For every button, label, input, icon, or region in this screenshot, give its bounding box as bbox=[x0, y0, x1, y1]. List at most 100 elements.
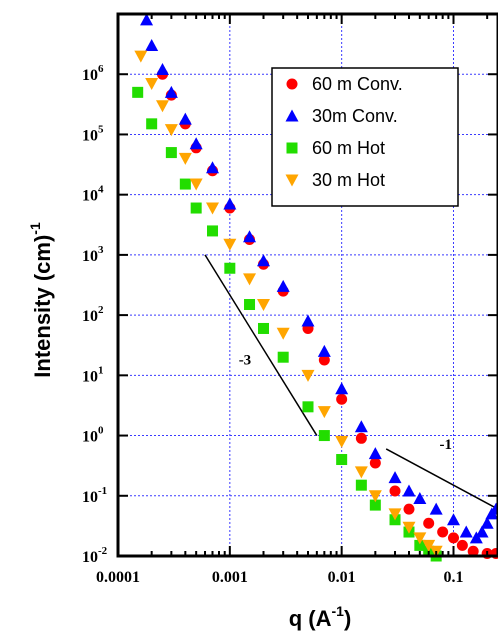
data-point bbox=[459, 525, 473, 538]
data-point bbox=[156, 100, 170, 113]
y-tick-label: 104 bbox=[82, 184, 104, 205]
data-point bbox=[489, 502, 498, 515]
slope-label: -1 bbox=[440, 437, 453, 453]
data-point bbox=[145, 78, 159, 91]
svg-text:Intensity (cm)-1: Intensity (cm)-1 bbox=[27, 222, 55, 378]
data-point bbox=[456, 539, 468, 551]
data-point bbox=[369, 457, 381, 469]
data-point bbox=[369, 499, 381, 511]
data-point bbox=[156, 62, 170, 75]
data-point bbox=[189, 137, 203, 150]
x-tick-label: 0.0001 bbox=[96, 569, 140, 586]
y-axis-title-base: Intensity (cm) bbox=[30, 235, 55, 378]
y-tick-label: 10-2 bbox=[82, 545, 108, 566]
slope-annotations: -3 -1 bbox=[204, 254, 498, 510]
x-tick-label: 0.01 bbox=[328, 569, 356, 586]
data-point bbox=[467, 545, 479, 557]
data-point bbox=[257, 322, 269, 334]
data-point bbox=[413, 532, 427, 545]
data-point bbox=[422, 539, 436, 552]
data-point bbox=[335, 382, 349, 395]
x-tick-label: 0.1 bbox=[443, 569, 463, 586]
data-point bbox=[207, 225, 219, 237]
data-point bbox=[437, 526, 449, 538]
data-series bbox=[132, 13, 498, 562]
data-point bbox=[223, 238, 237, 251]
legend-marker bbox=[285, 174, 299, 187]
data-point bbox=[190, 202, 202, 214]
series-4 bbox=[134, 50, 443, 558]
data-point bbox=[178, 152, 192, 165]
x-axis-title-tail: ) bbox=[344, 606, 351, 631]
data-point bbox=[336, 393, 348, 405]
legend-label: 30m Conv. bbox=[312, 106, 398, 126]
x-axis-title: q (A-1) bbox=[289, 603, 352, 631]
data-point bbox=[244, 299, 256, 311]
data-point bbox=[403, 503, 415, 515]
legend-label: 60 m Conv. bbox=[312, 74, 403, 94]
legend: 60 m Conv. 30m Conv. 60 m Hot 30 m Hot bbox=[271, 67, 459, 207]
data-point bbox=[223, 197, 237, 210]
data-point bbox=[301, 369, 315, 382]
data-point bbox=[480, 516, 494, 529]
data-point bbox=[355, 479, 367, 491]
axis-ticks bbox=[117, 13, 498, 557]
svg-text:q (A-1): q (A-1) bbox=[289, 603, 352, 631]
data-point bbox=[318, 354, 330, 366]
data-point bbox=[243, 273, 257, 286]
y-tick-label: 105 bbox=[82, 123, 104, 144]
data-point bbox=[446, 513, 460, 526]
slope-line bbox=[385, 448, 498, 510]
data-point bbox=[301, 314, 315, 327]
data-point bbox=[132, 86, 144, 98]
data-point bbox=[206, 202, 220, 215]
data-point bbox=[414, 539, 426, 551]
data-point bbox=[317, 406, 331, 419]
data-point bbox=[389, 485, 401, 497]
slope-line bbox=[204, 254, 318, 436]
y-axis-title: Intensity (cm)-1 bbox=[27, 222, 55, 378]
data-point bbox=[206, 161, 220, 174]
data-point bbox=[388, 471, 402, 484]
data-point bbox=[336, 454, 348, 466]
y-tick-label: 103 bbox=[82, 244, 104, 265]
legend-marker bbox=[286, 142, 298, 154]
data-point bbox=[276, 279, 290, 292]
series-2 bbox=[140, 13, 498, 544]
data-point bbox=[368, 490, 382, 503]
data-point bbox=[423, 517, 435, 529]
y-tick-label: 101 bbox=[82, 364, 104, 385]
data-point bbox=[354, 420, 368, 433]
legend-marker bbox=[285, 109, 299, 122]
x-tick-label: 0.001 bbox=[212, 569, 248, 586]
y-tick-label: 106 bbox=[82, 63, 104, 84]
data-point bbox=[134, 50, 148, 63]
data-point bbox=[256, 254, 270, 267]
data-point bbox=[355, 432, 367, 444]
data-point bbox=[388, 508, 402, 521]
data-point bbox=[146, 118, 158, 130]
data-point bbox=[256, 299, 270, 312]
data-point bbox=[179, 178, 191, 190]
data-point bbox=[224, 262, 236, 274]
data-point bbox=[165, 147, 177, 159]
data-point bbox=[145, 38, 159, 51]
slope-label: -3 bbox=[239, 353, 252, 369]
data-point bbox=[243, 230, 257, 243]
data-point bbox=[354, 466, 368, 479]
data-point bbox=[317, 344, 331, 357]
legend-label: 60 m Hot bbox=[312, 138, 385, 158]
data-point bbox=[318, 430, 330, 442]
data-point bbox=[277, 351, 289, 363]
x-axis-title-sup: -1 bbox=[331, 603, 344, 619]
y-tick-label: 102 bbox=[82, 304, 104, 325]
series-3 bbox=[132, 86, 442, 562]
tick-labels: 0.0001 0.001 0.01 0.1 10-2 10-1 100 101 102 103 10… bbox=[82, 63, 463, 586]
data-point bbox=[178, 112, 192, 125]
data-point bbox=[402, 521, 416, 534]
data-point bbox=[140, 13, 154, 26]
legend-box bbox=[271, 67, 459, 207]
data-point bbox=[413, 492, 427, 505]
data-point bbox=[475, 525, 489, 538]
